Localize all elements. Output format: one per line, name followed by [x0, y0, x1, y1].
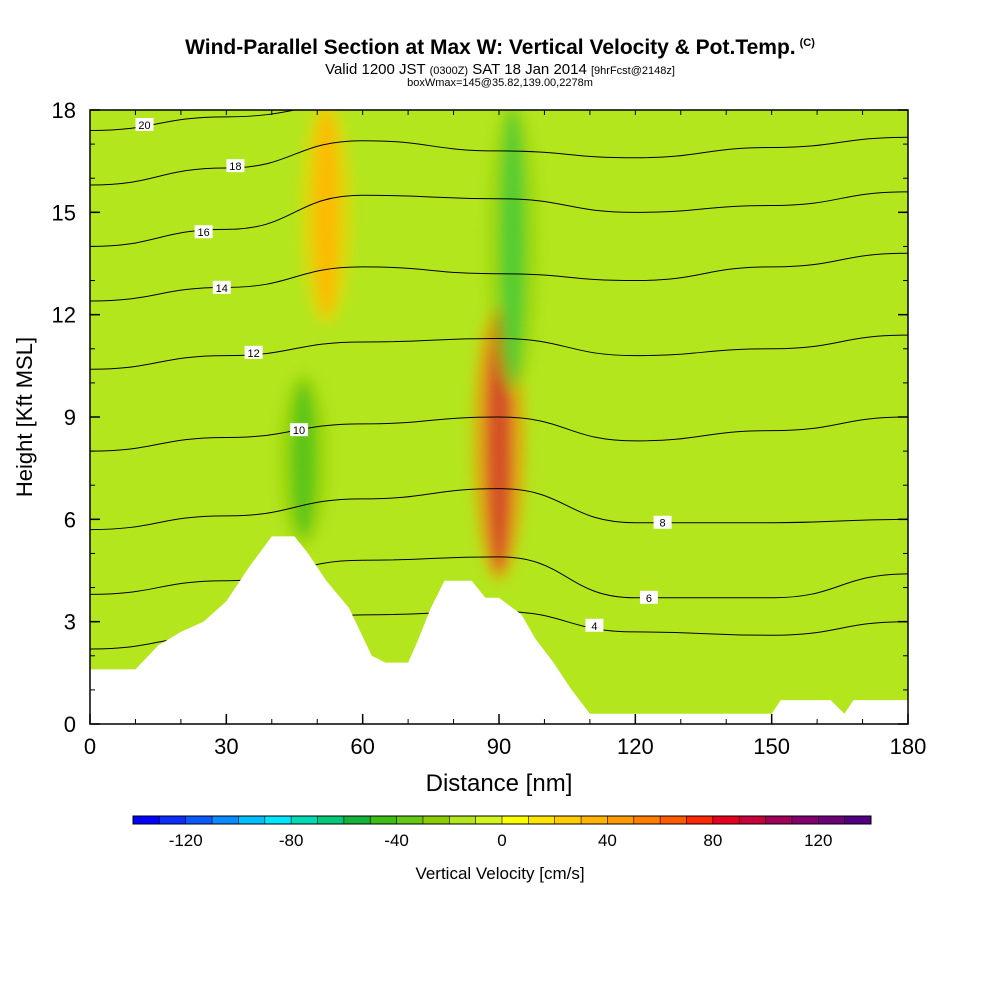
colorbar-swatch [475, 816, 503, 824]
feature-halo-1 [486, 110, 539, 393]
contour-label-bg-14 [212, 280, 231, 294]
colorbar-swatch [554, 816, 582, 824]
theta-contour-12 [90, 334, 908, 370]
colorbar-swatch [238, 816, 266, 824]
feature-halo-3 [300, 110, 353, 325]
contour-label-bg-6 [639, 590, 658, 604]
box-info: boxWmax=145@35.82,139.00,2278m [407, 77, 593, 89]
chart-title: Wind-Parallel Section at Max W: Vertical… [0, 36, 1000, 60]
contour-label-10: 10 [293, 425, 305, 437]
colorbar-tick-40: 40 [598, 831, 617, 850]
chart-valid-time: Valid 1200 JST (0300Z) SAT 18 Jan 2014 [… [0, 61, 1000, 78]
colorbar-swatch [449, 816, 477, 824]
terrain [90, 536, 908, 724]
colorbar-swatch [212, 816, 239, 824]
contour-label-bg-8 [653, 515, 672, 529]
x-tick-label-30: 30 [214, 734, 238, 759]
contour-label-8: 8 [660, 518, 666, 530]
colorbar-tick--40: -40 [384, 831, 409, 850]
contour-label-14: 14 [216, 283, 228, 295]
colorbar-swatch [317, 816, 345, 824]
colorbar-swatch [765, 816, 793, 824]
forecast-info: [9hrFcst@2148z] [590, 65, 675, 77]
colorbar-swatch [502, 816, 529, 824]
colorbar-swatch [712, 816, 740, 824]
colorbar-swatch [343, 816, 371, 824]
x-tick-label-60: 60 [350, 734, 374, 759]
colorbar-tick--80: -80 [279, 831, 304, 850]
y-tick-label-6: 6 [64, 507, 76, 532]
colorbar-swatch [528, 816, 556, 824]
x-tick-label-0: 0 [84, 734, 96, 759]
theta-contour-8 [90, 488, 908, 531]
colorbar-swatch [396, 816, 424, 824]
contour-label-16: 16 [197, 227, 209, 239]
contour-label-bg-18 [226, 159, 245, 173]
colorbar-swatch [686, 816, 714, 824]
contour-label-12: 12 [247, 348, 259, 360]
colorbar-tick-120: 120 [804, 831, 832, 850]
colorbar-swatch [791, 816, 819, 824]
y-tick-label-0: 0 [64, 712, 76, 737]
theta-contour-6 [90, 556, 908, 599]
colorbar: -120 -80 -40 0 40 80 120 [132, 815, 872, 850]
colorbar-swatch [264, 816, 292, 824]
theta-contour-10 [90, 416, 908, 452]
y-tick-label-15: 15 [52, 200, 76, 225]
colorbar-swatch [844, 816, 872, 824]
y-axis-label: Height [Kft MSL] [12, 337, 37, 497]
contour-label-bg-4 [585, 618, 604, 632]
feature-halo-2 [277, 372, 330, 547]
x-tick-label-90: 90 [487, 734, 511, 759]
copyright-mark: (C) [799, 37, 815, 49]
colorbar-swatch [185, 816, 213, 824]
x-tick-label-120: 120 [617, 734, 654, 759]
colorbar-swatch [818, 816, 846, 824]
y-tick-label-3: 3 [64, 610, 76, 635]
velocity-field: 20 18 16 14 12 10 8 6 4 [90, 110, 908, 724]
colorbar-label: Vertical Velocity [cm/s] [415, 864, 585, 883]
valid-utc: (0300Z) [429, 65, 469, 77]
theta-contour-18 [90, 136, 908, 186]
theta-contour-16 [90, 191, 908, 247]
colorbar-swatch [422, 816, 450, 824]
contour-label-bg-10 [290, 423, 309, 437]
colorbar-swatch [133, 816, 160, 824]
valid-date: SAT 18 Jan 2014 [472, 61, 587, 78]
x-tick-label-180: 180 [890, 734, 927, 759]
chart-title-text: Wind-Parallel Section at Max W: Vertical… [185, 36, 796, 59]
contour-label-bg-12 [244, 345, 263, 359]
colorbar-tick-0: 0 [497, 831, 506, 850]
colorbar-swatch [660, 816, 687, 824]
colorbar-swatch [739, 816, 767, 824]
contour-label-20: 20 [138, 120, 150, 132]
x-axis-label: Distance [nm] [426, 770, 573, 797]
colorbar-tick-80: 80 [703, 831, 722, 850]
colorbar-swatch [370, 816, 398, 824]
colorbar-swatch [607, 816, 635, 824]
contour-label-4: 4 [591, 621, 597, 633]
contour-label-6: 6 [646, 593, 652, 605]
x-tick-label-150: 150 [753, 734, 790, 759]
colorbar-swatch [581, 816, 608, 824]
theta-contour-20 [90, 110, 908, 131]
y-tick-label-9: 9 [64, 405, 76, 430]
contour-label-18: 18 [229, 161, 241, 173]
contour-label-bg-20 [135, 118, 154, 132]
colorbar-swatch [159, 816, 187, 824]
y-tick-label-18: 18 [52, 98, 76, 123]
colorbar-swatch [633, 816, 661, 824]
valid-prefix: Valid 1200 JST [325, 61, 426, 78]
contour-label-bg-16 [194, 225, 213, 239]
colorbar-tick--120: -120 [169, 831, 203, 850]
colorbar-swatch [291, 816, 318, 824]
y-tick-label-12: 12 [52, 303, 76, 328]
